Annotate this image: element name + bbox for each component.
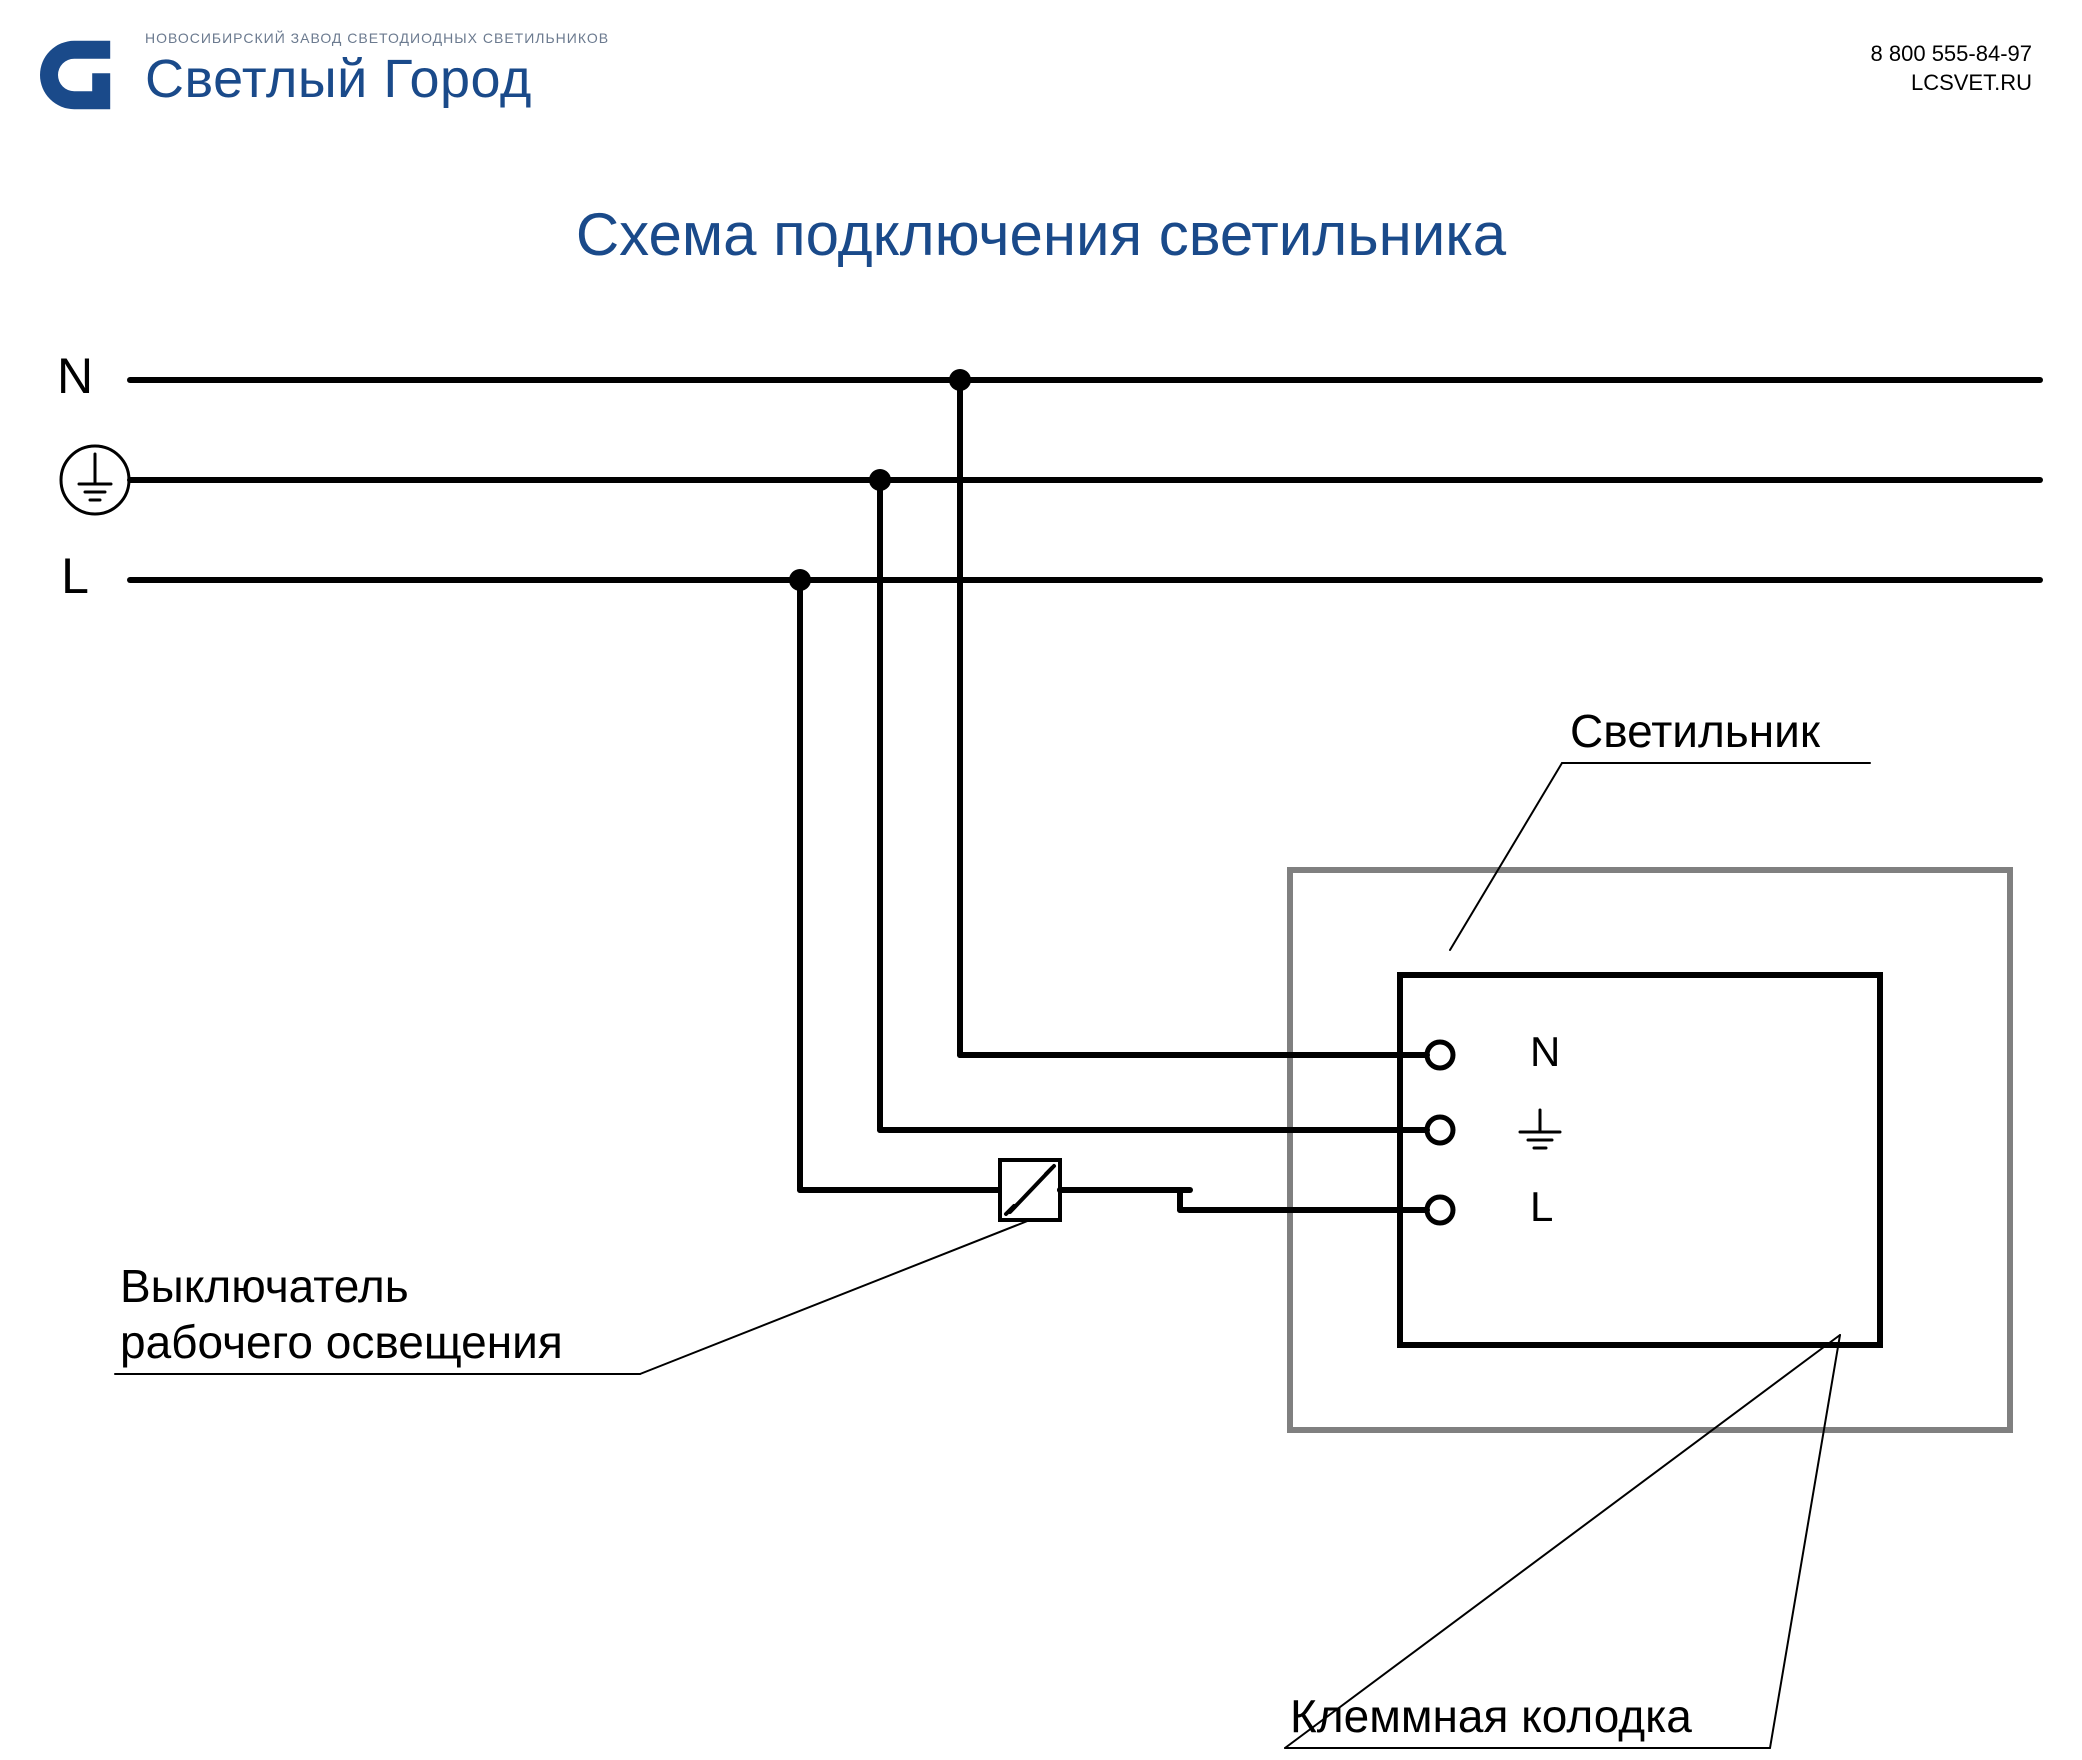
svg-text:L: L <box>61 548 89 604</box>
svg-text:N: N <box>57 348 93 404</box>
wiring-diagram: N L N L Светильник Выключательрабочего освеще… <box>0 0 2082 1760</box>
svg-text:Выключатель: Выключатель <box>120 1260 409 1312</box>
svg-text:рабочего освещения: рабочего освещения <box>120 1316 563 1368</box>
svg-text:Клеммная колодка: Клеммная колодка <box>1290 1690 1692 1742</box>
svg-text:Светильник: Светильник <box>1570 705 1821 757</box>
svg-text:L: L <box>1530 1183 1553 1230</box>
svg-text:N: N <box>1530 1028 1560 1075</box>
